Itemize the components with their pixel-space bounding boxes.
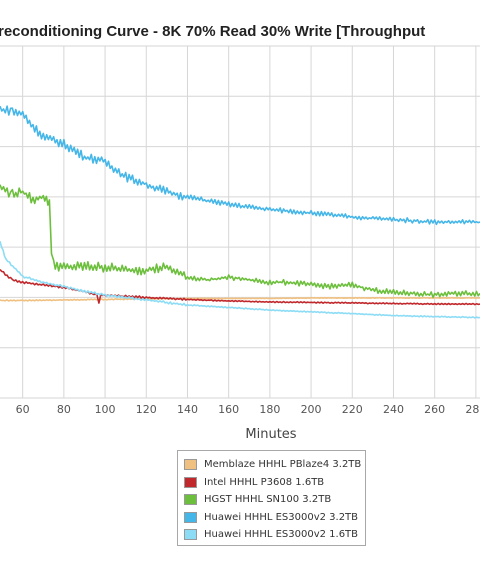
x-tick-label: 280 — [465, 403, 480, 416]
legend-label: HGST HHHL SN100 3.2TB — [204, 494, 332, 506]
gridlines — [0, 45, 480, 399]
legend-label: Intel HHHL P3608 1.6TB — [204, 476, 325, 488]
legend-item[interactable]: HGST HHHL SN100 3.2TB — [184, 491, 359, 509]
chart-title: reconditioning Curve - 8K 70% Read 30% W… — [0, 23, 425, 40]
x-tick-label: 80 — [57, 403, 71, 416]
series-line-2 — [0, 184, 480, 299]
x-tick-label: 200 — [301, 403, 322, 416]
legend-item[interactable]: Intel HHHL P3608 1.6TB — [184, 474, 359, 492]
legend-swatch — [184, 529, 197, 541]
x-tick-labels: 60 80 100 120 140 160 180 200 220 240 260 280 — [16, 403, 480, 416]
x-tick-label: 180 — [259, 403, 280, 416]
legend-label: Huawei HHHL ES3000v2 1.6TB — [204, 529, 359, 541]
x-tick-label: 260 — [424, 403, 445, 416]
legend-swatch — [184, 511, 197, 523]
x-axis-label: Minutes — [245, 427, 296, 442]
legend-label: Memblaze HHHL PBlaze4 3.2TB — [204, 459, 362, 471]
legend-label: Huawei HHHL ES3000v2 3.2TB — [204, 511, 359, 523]
legend-item[interactable]: Huawei HHHL ES3000v2 1.6TB — [184, 526, 359, 544]
x-tick-label: 160 — [218, 403, 239, 416]
legend-item[interactable]: Huawei HHHL ES3000v2 3.2TB — [184, 509, 359, 527]
x-tick-label: 220 — [342, 403, 363, 416]
x-tick-label: 60 — [16, 403, 30, 416]
legend-swatch — [184, 494, 197, 506]
series-line-3 — [0, 105, 480, 226]
series-line-0 — [0, 296, 480, 302]
series-lines — [0, 105, 480, 319]
x-tick-label: 140 — [177, 403, 198, 416]
legend-item[interactable]: Memblaze HHHL PBlaze4 3.2TB — [184, 456, 362, 474]
series-line-4 — [0, 240, 480, 319]
x-tick-label: 120 — [136, 403, 157, 416]
legend-swatch — [184, 476, 197, 488]
x-tick-label: 100 — [95, 403, 116, 416]
x-tick-label: 240 — [383, 403, 404, 416]
legend: Memblaze HHHL PBlaze4 3.2TB Intel HHHL P3… — [177, 450, 366, 546]
legend-swatch — [184, 459, 197, 471]
